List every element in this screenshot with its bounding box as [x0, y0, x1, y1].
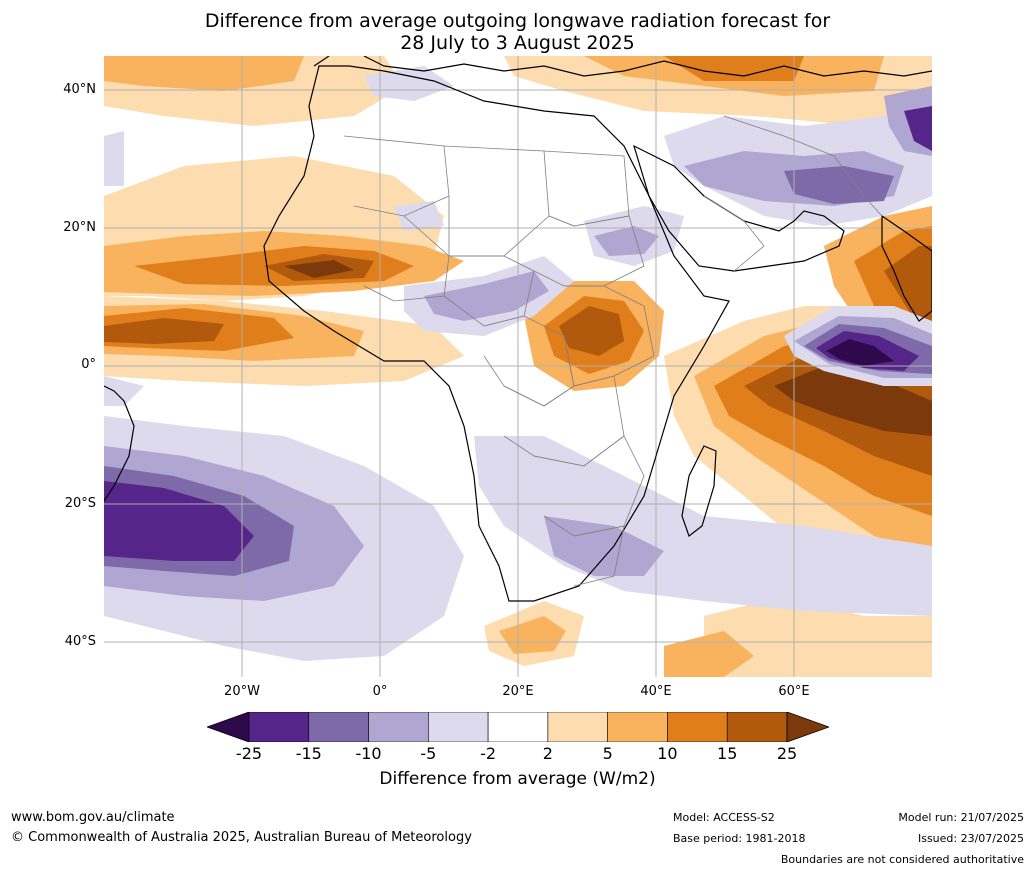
- colorbar-tick-label: 25: [776, 744, 798, 763]
- legend-title: Difference from average (W/m2): [379, 769, 656, 789]
- colorbar-tick-label: -2: [480, 744, 497, 763]
- lat-label-20n: 20°N: [63, 220, 96, 235]
- colorbar-segment: [607, 711, 668, 743]
- colorbar-tick-label: -5: [420, 744, 437, 763]
- lon-label-20w: 20°W: [224, 684, 260, 699]
- coastlines: [104, 56, 932, 602]
- colorbar-segment: [487, 711, 549, 743]
- colorbar-tick-label: -25: [235, 744, 263, 763]
- footer-issued: Issued: 23/07/2025: [917, 832, 1024, 845]
- colorbar-segment: [368, 711, 429, 743]
- lon-label-0: 0°: [372, 684, 388, 699]
- map-title: Difference from average outgoing longwav…: [0, 10, 1035, 54]
- lat-label-40n: 40°N: [63, 82, 96, 97]
- colorbar-segment: [726, 711, 788, 743]
- colorbar-segment: [248, 711, 310, 743]
- colorbar-segment: [547, 711, 608, 743]
- colorbar-segment: [667, 711, 728, 743]
- footer-model: Model: ACCESS-S2: [673, 811, 775, 824]
- lon-label-60e: 60°E: [778, 684, 810, 699]
- colorbar-tick-label: -15: [295, 744, 322, 763]
- madagascar-coastline: [681, 445, 717, 537]
- lat-label-20s: 20°S: [64, 496, 96, 511]
- colorbar-segment: [428, 711, 489, 743]
- colorbar-tick-label: 2: [542, 744, 553, 763]
- colorbar-tick-label: 5: [602, 744, 613, 763]
- colorbar-extend-high: [786, 711, 831, 743]
- colorbar-segment: [308, 711, 369, 743]
- lon-label-40e: 40°E: [640, 684, 672, 699]
- graticule: [104, 56, 932, 677]
- title-line-2: 28 July to 3 August 2025: [400, 32, 635, 54]
- lat-label-40s: 40°S: [64, 634, 96, 649]
- colorbar-tick-label: 10: [657, 744, 678, 763]
- colorbar-extend-low: [205, 711, 250, 743]
- footer-base-period: Base period: 1981-2018: [673, 832, 806, 845]
- map-svg: [104, 56, 932, 677]
- south-america-coastline: [104, 385, 135, 502]
- lat-label-0: 0°: [81, 357, 96, 372]
- lon-label-20e: 20°E: [502, 684, 534, 699]
- colorbar-svg: [205, 711, 831, 743]
- colorbar-tick-label: -10: [355, 744, 382, 763]
- country-borders: [343, 115, 883, 587]
- india-coastline: [881, 214, 932, 322]
- europe-coastline: [313, 56, 932, 77]
- olr-anomaly-map: [104, 56, 932, 677]
- footer-copyright: © Commonwealth of Australia 2025, Austra…: [11, 830, 472, 845]
- footer-disclaimer: Boundaries are not considered authoritat…: [780, 853, 1024, 866]
- colorbar: [205, 711, 831, 743]
- footer-website: www.bom.gov.au/climate: [11, 810, 175, 825]
- title-line-1: Difference from average outgoing longwav…: [204, 10, 831, 32]
- positive-anomaly-regions: [104, 56, 932, 677]
- negative-anomaly-regions: [104, 66, 932, 661]
- africa-coastline: [263, 65, 730, 602]
- footer-model-run: Model run: 21/07/2025: [898, 811, 1024, 824]
- colorbar-tick-label: 15: [717, 744, 738, 763]
